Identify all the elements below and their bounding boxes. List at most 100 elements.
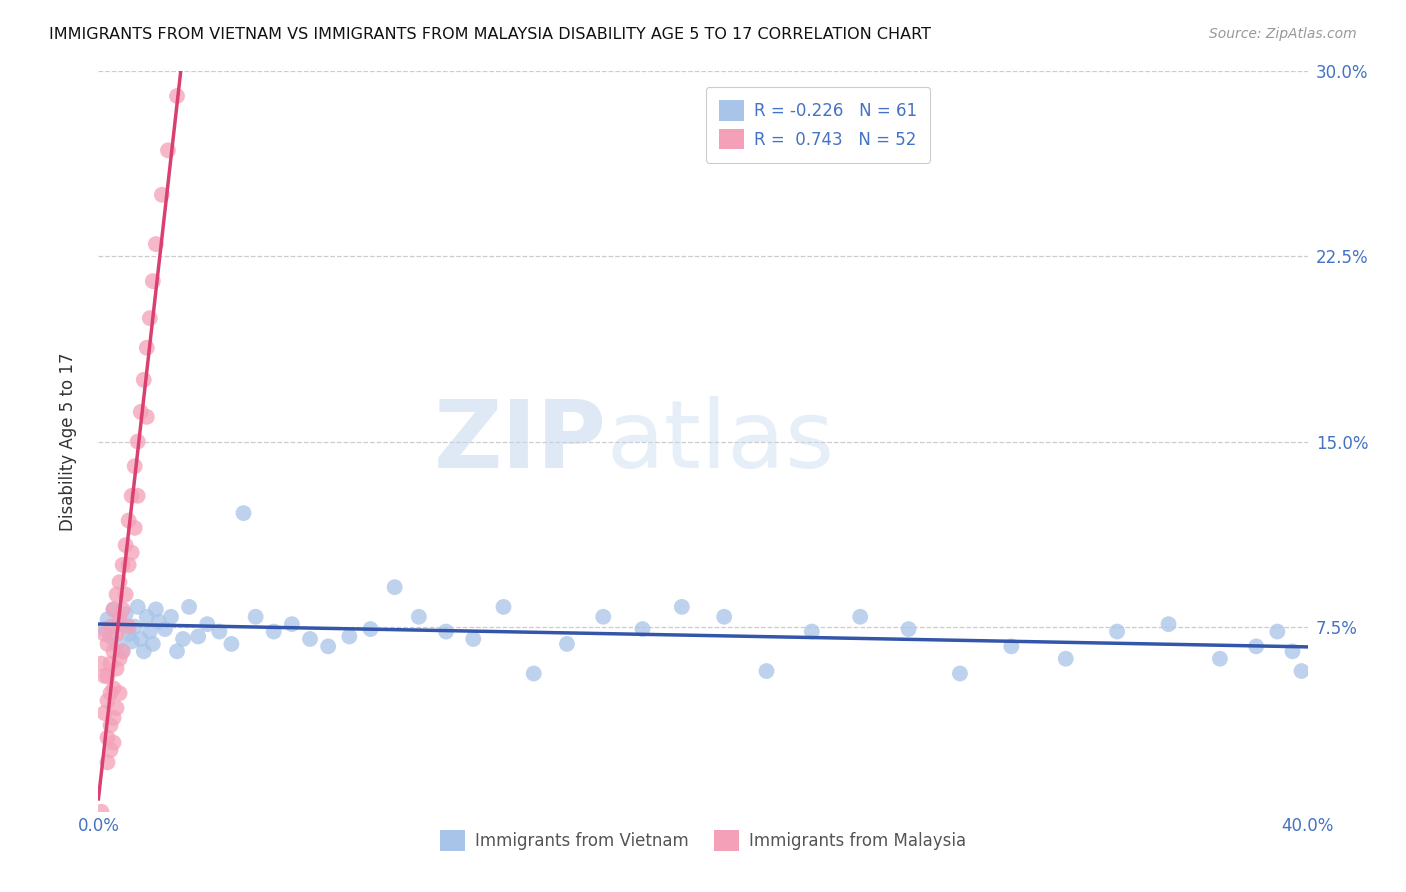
Point (208, 624, 231, 639)
Point (135, 341, 157, 355)
Text: IMMIGRANTS FROM VIETNAM VS IMMIGRANTS FROM MALAYSIA DISABILITY AGE 5 TO 17 CORRE: IMMIGRANTS FROM VIETNAM VS IMMIGRANTS FR… (49, 27, 931, 42)
Point (1107, 624, 1129, 639)
Point (127, 489, 149, 503)
Point (142, 274, 165, 288)
Text: atlas: atlas (606, 395, 835, 488)
Point (142, 637, 165, 651)
Point (434, 624, 457, 639)
Point (103, 602, 125, 616)
Point (156, 144, 179, 158)
Point (103, 681, 125, 696)
Point (111, 558, 134, 572)
Point (631, 622, 654, 636)
Point (129, 405, 152, 419)
Point (166, 644, 188, 658)
Legend: Immigrants from Vietnam, Immigrants from Malaysia: Immigrants from Vietnam, Immigrants from… (432, 822, 974, 859)
Point (337, 630, 360, 644)
Point (1157, 617, 1180, 632)
Point (124, 521, 146, 535)
Point (108, 617, 131, 632)
Point (121, 634, 143, 648)
Point (1244, 640, 1267, 654)
Text: ZIP: ZIP (433, 395, 606, 488)
Point (114, 588, 136, 602)
Point (121, 489, 143, 503)
Point (221, 637, 243, 651)
Point (592, 609, 614, 624)
Point (555, 637, 578, 651)
Point (316, 640, 339, 654)
Point (187, 630, 209, 644)
Point (139, 311, 162, 326)
Point (145, 237, 167, 252)
Point (281, 617, 304, 632)
Point (111, 644, 134, 658)
Point (90, 805, 112, 819)
Point (127, 434, 149, 449)
Point (103, 602, 125, 616)
Point (148, 615, 170, 629)
Y-axis label: Disability Age 5 to 17: Disability Age 5 to 17 (59, 352, 77, 531)
Point (172, 632, 194, 646)
Point (108, 575, 131, 590)
Point (849, 609, 872, 624)
Point (139, 624, 162, 639)
Point (195, 617, 218, 632)
Point (103, 736, 125, 750)
Point (105, 701, 128, 715)
Point (108, 612, 131, 626)
Point (105, 637, 128, 651)
Point (153, 622, 176, 636)
Point (105, 588, 128, 602)
Point (96, 694, 118, 708)
Point (150, 187, 173, 202)
Point (124, 459, 146, 474)
Point (232, 506, 254, 520)
Point (100, 718, 122, 732)
Point (179, 599, 201, 614)
Point (135, 609, 157, 624)
Point (111, 644, 134, 658)
Point (105, 627, 128, 641)
Point (124, 619, 146, 633)
Point (132, 373, 155, 387)
Point (100, 630, 122, 644)
Point (127, 599, 149, 614)
Point (118, 627, 141, 641)
Point (713, 609, 735, 624)
Point (108, 651, 131, 665)
Point (108, 686, 131, 700)
Point (100, 657, 122, 671)
Point (93, 622, 115, 636)
Point (160, 609, 183, 624)
Point (135, 409, 157, 424)
Point (1267, 624, 1289, 639)
Point (93, 627, 115, 641)
Point (129, 632, 152, 646)
Point (492, 599, 515, 614)
Point (105, 662, 128, 676)
Point (96, 612, 118, 626)
Point (1291, 664, 1313, 678)
Point (1281, 644, 1303, 658)
Point (299, 632, 322, 646)
Point (263, 624, 285, 639)
Point (118, 619, 141, 633)
Point (360, 622, 382, 636)
Point (111, 602, 134, 616)
Point (1000, 640, 1022, 654)
Point (93, 669, 115, 683)
Point (93, 706, 115, 720)
Point (100, 686, 122, 700)
Point (166, 89, 188, 103)
Point (103, 711, 125, 725)
Point (245, 609, 267, 624)
Text: Source: ZipAtlas.com: Source: ZipAtlas.com (1209, 27, 1357, 41)
Point (100, 743, 122, 757)
Point (800, 624, 823, 639)
Point (118, 558, 141, 572)
Point (671, 599, 693, 614)
Point (96, 731, 118, 745)
Point (949, 666, 972, 681)
Point (1209, 651, 1232, 665)
